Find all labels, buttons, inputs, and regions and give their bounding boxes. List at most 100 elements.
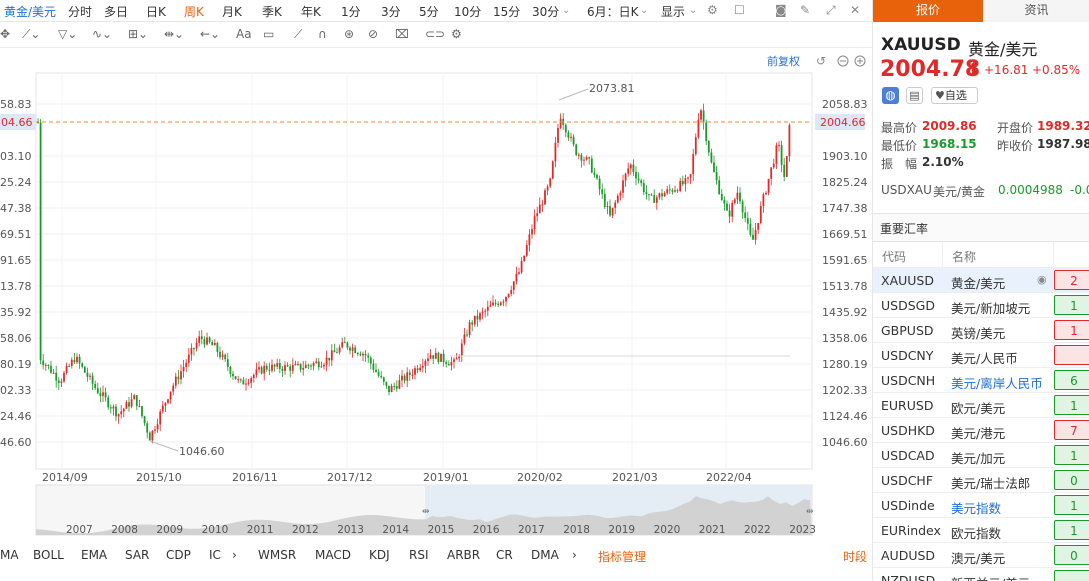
range-select[interactable]: 6月：日K — [587, 5, 639, 19]
candle-body — [336, 352, 338, 354]
note-icon[interactable]: ▤ — [906, 87, 923, 104]
display-select[interactable]: 显示 — [661, 5, 686, 19]
tab-quote[interactable]: 报价 — [873, 0, 983, 22]
tab-period-weekly[interactable]: 周K — [184, 5, 204, 19]
low-label: 1046.60 — [179, 445, 225, 458]
candle-body — [299, 363, 302, 370]
magnet-icon[interactable]: ∩ — [318, 27, 327, 41]
tab-period-multiday[interactable]: 多日 — [104, 5, 129, 19]
tab-period-fenshi[interactable]: 分时 — [68, 5, 93, 19]
indicator-ic[interactable]: IC — [209, 548, 221, 562]
indicator-cdp[interactable]: CDP — [166, 548, 191, 562]
tab-period-3min[interactable]: 3分 — [381, 5, 401, 19]
y-tick-label: 1202.33 — [822, 384, 868, 397]
indicator-kdj[interactable]: KDJ — [369, 548, 390, 562]
indicator-arbr[interactable]: ARBR — [447, 548, 481, 562]
rate-row[interactable]: GBPUSD 英镑/美元 1 — [873, 318, 1089, 343]
kline-chart[interactable]: 04.66 2004.66 2058.83 1903.10 1825.24 1747.… — [0, 48, 872, 548]
rate-row[interactable]: USDSGD 美元/新加坡元 1 — [873, 293, 1089, 318]
watchlist-button[interactable]: ♥自选 — [931, 87, 978, 104]
tab-period-quarterly[interactable]: 季K — [262, 5, 282, 19]
rate-row[interactable]: USDinde 美元指数 1 — [873, 493, 1089, 518]
channel-tool-icon[interactable]: ▽⌄ — [58, 27, 78, 41]
tab-period-monthly[interactable]: 月K — [222, 5, 242, 19]
chevron-right-icon[interactable]: › — [572, 548, 577, 562]
pen-icon[interactable]: ✎ — [800, 3, 811, 17]
lock-icon[interactable]: ⊛ — [344, 27, 355, 41]
text-tool[interactable]: Aa — [236, 27, 252, 41]
zoom-out-icon[interactable] — [837, 55, 849, 67]
camera-icon[interactable]: ◙ — [775, 3, 787, 17]
rate-row[interactable]: USDCNH 美元/离岸人民币 6 — [873, 368, 1089, 393]
adjust-button[interactable]: 前复权 — [767, 54, 800, 68]
candle-body — [619, 192, 622, 196]
tab-period-30min[interactable]: 30分 — [532, 5, 560, 19]
eraser-icon[interactable]: ⟋ — [294, 27, 303, 41]
link-icon[interactable]: ⊂⊃ — [425, 27, 446, 41]
tab-period-1min[interactable]: 1分 — [341, 5, 361, 19]
indicator-ema[interactable]: EMA — [81, 548, 108, 562]
window-icon[interactable]: ☐ — [734, 3, 745, 17]
kline-svg[interactable]: 04.66 2004.66 2058.83 1903.10 1825.24 1747.… — [0, 48, 872, 548]
expand-icon[interactable]: ⤢ — [826, 3, 836, 17]
usdxau-code[interactable]: USDXAU — [881, 183, 932, 197]
indicator-rsi[interactable]: RSI — [409, 548, 429, 562]
wave-tool-icon[interactable]: ∿⌄ — [92, 27, 113, 41]
indicator-boll[interactable]: BOLL — [33, 548, 64, 562]
settings-icon[interactable]: ⚙ — [707, 3, 718, 17]
rate-row[interactable]: NZDUSD 新西兰元/美元 — [873, 568, 1089, 581]
fib-tool-icon[interactable]: ⊞⌄ — [128, 27, 149, 41]
indicator-dma[interactable]: DMA — [531, 548, 559, 562]
undo-icon[interactable]: ↺ — [816, 54, 826, 68]
tab-period-10min[interactable]: 10分 — [454, 5, 482, 19]
tab-period-5min[interactable]: 5分 — [419, 5, 439, 19]
candle-body — [221, 354, 224, 358]
navigator-year-label: 2022 — [744, 524, 771, 536]
time-share-button[interactable]: 时段 — [843, 550, 868, 564]
rate-row[interactable]: XAUUSD 黄金/美元 ◉ 2 — [873, 268, 1089, 293]
globe-icon[interactable]: ◍ — [882, 87, 899, 104]
rate-row[interactable]: USDCAD 美元/加元 1 — [873, 443, 1089, 468]
rate-row[interactable]: USDCNY 美元/人民币 — [873, 343, 1089, 368]
candle-body — [89, 375, 91, 377]
indicator-ma[interactable]: MA — [0, 548, 19, 562]
candle-body — [432, 355, 435, 359]
rate-row[interactable]: EURUSD 欧元/美元 1 — [873, 393, 1089, 418]
navigator-left-handle[interactable]: ⇹ — [422, 507, 430, 517]
rate-row[interactable]: EURindex 欧元指数 1 — [873, 518, 1089, 543]
x-tick-label: 2020/02 — [517, 471, 563, 484]
candle-body — [684, 178, 687, 185]
indicator-manage[interactable]: 指标管理 — [598, 550, 647, 564]
rate-row[interactable]: AUDUSD 澳元/美元 0 — [873, 543, 1089, 568]
indicator-wmsr[interactable]: WMSR — [258, 548, 297, 562]
trash-icon[interactable]: ⌧ — [395, 27, 409, 41]
tab-period-15min[interactable]: 15分 — [493, 5, 521, 19]
chevron-right-icon[interactable]: › — [232, 548, 237, 562]
hide-icon[interactable]: ⊘ — [368, 27, 379, 41]
chevron-down-icon[interactable]: ⌄ — [689, 5, 698, 16]
chevron-down-icon[interactable]: ⌄ — [562, 5, 571, 16]
rate-row[interactable]: USDCHF 美元/瑞士法郎 0 — [873, 468, 1089, 493]
rate-row[interactable]: USDHKD 美元/港元 7 — [873, 418, 1089, 443]
navigator-right-handle[interactable]: ⇹ — [806, 507, 814, 517]
rates-title: 重要汇率 — [880, 222, 929, 236]
tab-news[interactable]: 资讯 — [983, 0, 1089, 22]
arrow-tool-icon[interactable]: ←⌄ — [200, 27, 221, 41]
line-tool-icon[interactable]: ⟋⌄ — [22, 27, 41, 41]
symbol-label[interactable]: 黄金/美元 — [4, 5, 57, 19]
close-icon[interactable]: ✕ — [850, 3, 861, 17]
candle-body — [515, 273, 518, 282]
measure-tool-icon[interactable]: ⇹⌄ — [164, 27, 185, 41]
column-divider — [1053, 242, 1054, 268]
indicator-sar[interactable]: SAR — [125, 548, 150, 562]
chevron-down-icon[interactable]: ⌄ — [640, 5, 649, 16]
move-icon[interactable]: ✥ — [0, 27, 11, 41]
comment-icon[interactable]: ▭ — [263, 27, 275, 41]
indicator-cr[interactable]: CR — [496, 548, 513, 562]
tab-period-daily[interactable]: 日K — [146, 5, 166, 19]
settings-icon[interactable]: ⚙ — [451, 27, 462, 41]
tab-period-yearly[interactable]: 年K — [301, 5, 321, 19]
candle-body — [463, 334, 466, 344]
zoom-in-icon[interactable] — [854, 55, 866, 67]
indicator-macd[interactable]: MACD — [315, 548, 351, 562]
